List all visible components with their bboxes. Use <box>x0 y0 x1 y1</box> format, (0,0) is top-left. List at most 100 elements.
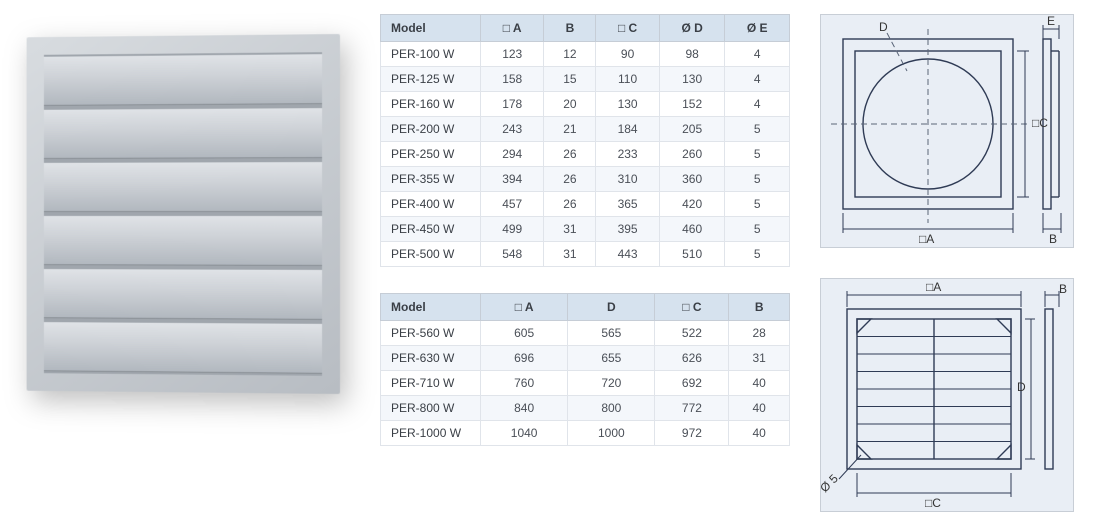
cell-model: PER-630 W <box>381 346 481 371</box>
cell-value: 360 <box>659 167 725 192</box>
cell-value: 692 <box>655 371 729 396</box>
dim-label-c: □C <box>1032 116 1048 130</box>
cell-model: PER-1000 W <box>381 421 481 446</box>
cell-value: 457 <box>481 192 544 217</box>
cell-value: 178 <box>481 92 544 117</box>
cell-model: PER-355 W <box>381 167 481 192</box>
cell-value: 40 <box>729 396 790 421</box>
spec-table-2: Model□ AD□ CB PER-560 W60556552228PER-63… <box>380 293 790 446</box>
cell-model: PER-710 W <box>381 371 481 396</box>
table-row: PER-450 W499313954605 <box>381 217 790 242</box>
cell-model: PER-125 W <box>381 67 481 92</box>
cell-value: 1000 <box>568 421 655 446</box>
cell-model: PER-400 W <box>381 192 481 217</box>
col-value: □ A <box>481 294 568 321</box>
table-row: PER-355 W394263103605 <box>381 167 790 192</box>
table-row: PER-710 W76072069240 <box>381 371 790 396</box>
cell-value: 548 <box>481 242 544 267</box>
louver-blade <box>44 322 322 374</box>
dim-label-c: □C <box>925 496 941 510</box>
cell-value: 420 <box>659 192 725 217</box>
cell-value: 40 <box>729 421 790 446</box>
cell-value: 565 <box>568 321 655 346</box>
cell-value: 365 <box>596 192 659 217</box>
col-value: D <box>568 294 655 321</box>
dim-label-b: B <box>1059 282 1067 296</box>
cell-value: 772 <box>655 396 729 421</box>
cell-value: 394 <box>481 167 544 192</box>
louver-blade <box>44 269 322 320</box>
dim-label-d: D <box>1017 380 1026 394</box>
cell-value: 522 <box>655 321 729 346</box>
cell-value: 31 <box>544 217 596 242</box>
cell-value: 130 <box>659 67 725 92</box>
cell-value: 110 <box>596 67 659 92</box>
cell-value: 460 <box>659 217 725 242</box>
cell-value: 395 <box>596 217 659 242</box>
dim-label-e: E <box>1047 15 1055 28</box>
col-model: Model <box>381 15 481 42</box>
table-row: PER-200 W243211842055 <box>381 117 790 142</box>
table-row: PER-250 W294262332605 <box>381 142 790 167</box>
cell-value: 294 <box>481 142 544 167</box>
table-row: PER-800 W84080077240 <box>381 396 790 421</box>
cell-value: 626 <box>655 346 729 371</box>
table-row: PER-500 W548314435105 <box>381 242 790 267</box>
cell-model: PER-560 W <box>381 321 481 346</box>
cell-value: 972 <box>655 421 729 446</box>
cell-value: 28 <box>729 321 790 346</box>
cell-model: PER-500 W <box>381 242 481 267</box>
page-layout: Model□ AB□ CØ DØ E PER-100 W1231290984PE… <box>20 14 1080 512</box>
cell-value: 5 <box>725 142 790 167</box>
cell-value: 840 <box>481 396 568 421</box>
dim-label-a: □A <box>926 280 941 294</box>
cell-value: 26 <box>544 192 596 217</box>
cell-value: 655 <box>568 346 655 371</box>
cell-value: 443 <box>596 242 659 267</box>
table-row: PER-400 W457263654205 <box>381 192 790 217</box>
cell-value: 98 <box>659 42 725 67</box>
table-row: PER-560 W60556552228 <box>381 321 790 346</box>
cell-value: 720 <box>568 371 655 396</box>
cell-value: 12 <box>544 42 596 67</box>
cell-value: 800 <box>568 396 655 421</box>
diagram-circular: D E □C □A B <box>820 14 1074 248</box>
product-photo-column <box>20 14 350 394</box>
cell-model: PER-100 W <box>381 42 481 67</box>
cell-value: 5 <box>725 167 790 192</box>
cell-value: 760 <box>481 371 568 396</box>
col-value: B <box>544 15 596 42</box>
cell-value: 26 <box>544 142 596 167</box>
cell-value: 205 <box>659 117 725 142</box>
cell-value: 26 <box>544 167 596 192</box>
vent-louvers <box>44 52 322 376</box>
product-photo <box>27 34 340 394</box>
cell-value: 4 <box>725 42 790 67</box>
cell-model: PER-250 W <box>381 142 481 167</box>
cell-value: 310 <box>596 167 659 192</box>
cell-value: 510 <box>659 242 725 267</box>
col-value: □ A <box>481 15 544 42</box>
table-row: PER-1000 W1040100097240 <box>381 421 790 446</box>
cell-value: 499 <box>481 217 544 242</box>
louver-blade <box>44 54 322 106</box>
louver-blade <box>44 162 322 212</box>
table-row: PER-125 W158151101304 <box>381 67 790 92</box>
cell-value: 260 <box>659 142 725 167</box>
tables-column: Model□ AB□ CØ DØ E PER-100 W1231290984PE… <box>380 14 790 446</box>
dim-label-a: □A <box>919 232 934 246</box>
cell-model: PER-200 W <box>381 117 481 142</box>
cell-value: 696 <box>481 346 568 371</box>
cell-value: 5 <box>725 117 790 142</box>
col-value: □ C <box>655 294 729 321</box>
cell-value: 5 <box>725 192 790 217</box>
cell-value: 605 <box>481 321 568 346</box>
cell-model: PER-800 W <box>381 396 481 421</box>
cell-value: 4 <box>725 67 790 92</box>
table-row: PER-100 W1231290984 <box>381 42 790 67</box>
dim-label-b: B <box>1049 232 1057 246</box>
cell-value: 4 <box>725 92 790 117</box>
louver-blade <box>44 108 322 159</box>
cell-value: 20 <box>544 92 596 117</box>
cell-value: 15 <box>544 67 596 92</box>
